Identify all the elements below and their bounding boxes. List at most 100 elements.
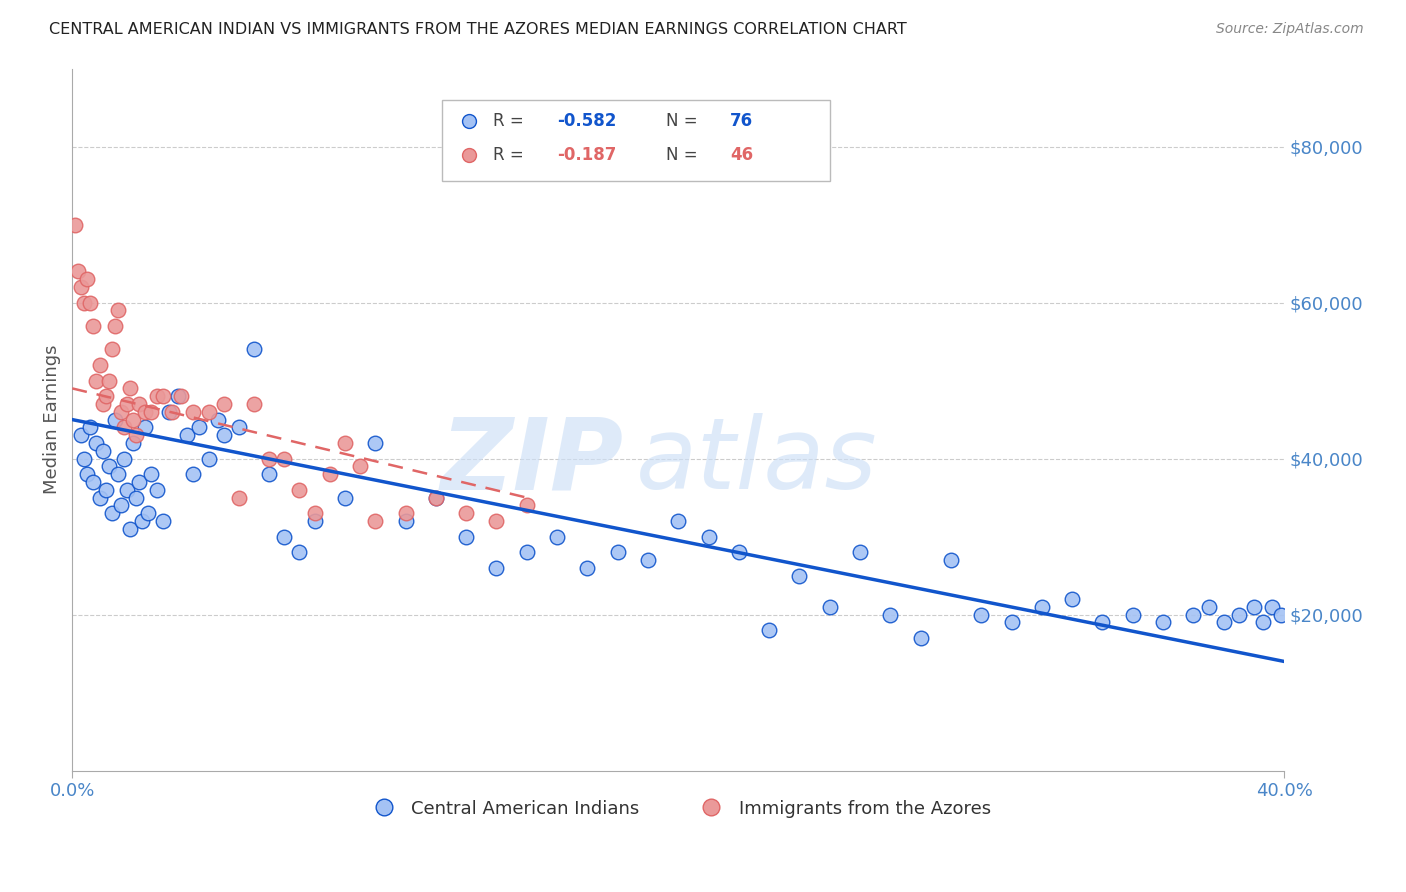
Point: [107, 467, 129, 482]
Point: [76, 272, 98, 286]
Point: [1270, 607, 1292, 622]
Point: [212, 397, 235, 411]
Point: [139, 405, 162, 419]
Point: [243, 397, 266, 411]
FancyBboxPatch shape: [441, 100, 830, 181]
Point: [485, 561, 508, 575]
Point: [76, 467, 98, 482]
Point: [1031, 599, 1053, 614]
Point: [288, 545, 311, 559]
Point: [176, 428, 198, 442]
Point: [257, 467, 280, 482]
Point: [1182, 607, 1205, 622]
Text: atlas: atlas: [636, 413, 877, 510]
Point: [1251, 615, 1274, 630]
Point: [70, 428, 93, 442]
Point: [170, 389, 193, 403]
Point: [879, 607, 901, 622]
Point: [273, 451, 295, 466]
Point: [1052, 764, 1074, 778]
Point: [425, 491, 447, 505]
Point: [152, 389, 174, 403]
Point: [1243, 599, 1265, 614]
Point: [94, 389, 117, 403]
Point: [146, 389, 169, 403]
Point: [136, 506, 159, 520]
Point: [125, 491, 148, 505]
Point: [319, 467, 342, 482]
Legend: Central American Indians, Immigrants from the Azores: Central American Indians, Immigrants fro…: [359, 792, 998, 825]
Point: [79, 420, 101, 434]
Point: [546, 530, 568, 544]
Point: [758, 624, 780, 638]
Point: [1000, 615, 1022, 630]
Point: [333, 491, 356, 505]
Point: [152, 514, 174, 528]
Point: [516, 499, 538, 513]
Point: [288, 483, 311, 497]
Point: [789, 568, 811, 582]
Point: [131, 514, 153, 528]
Point: [304, 506, 326, 520]
Point: [606, 545, 628, 559]
Point: [67, 264, 90, 278]
Point: [228, 491, 250, 505]
Text: -0.582: -0.582: [557, 112, 616, 130]
Point: [456, 530, 478, 544]
Text: -0.187: -0.187: [557, 146, 616, 164]
Point: [637, 553, 659, 567]
Point: [146, 483, 169, 497]
Point: [364, 514, 387, 528]
Point: [121, 436, 143, 450]
Point: [849, 545, 872, 559]
Text: 76: 76: [730, 112, 754, 130]
Point: [65, 218, 87, 232]
Point: [349, 459, 371, 474]
Text: ZIP: ZIP: [440, 413, 624, 510]
Point: [727, 545, 749, 559]
Point: [697, 530, 720, 544]
Point: [82, 318, 104, 333]
Point: [212, 428, 235, 442]
Point: [910, 631, 932, 645]
Point: [1212, 615, 1234, 630]
Point: [1091, 615, 1114, 630]
Text: Source: ZipAtlas.com: Source: ZipAtlas.com: [1216, 22, 1364, 37]
Point: [125, 428, 148, 442]
Point: [576, 561, 599, 575]
Y-axis label: Median Earnings: Median Earnings: [44, 345, 60, 494]
Point: [121, 412, 143, 426]
Point: [243, 343, 266, 357]
Point: [82, 475, 104, 489]
Point: [104, 412, 127, 426]
Point: [112, 420, 135, 434]
Point: [89, 491, 111, 505]
Point: [197, 405, 219, 419]
Point: [394, 506, 416, 520]
Point: [118, 522, 141, 536]
Point: [183, 467, 205, 482]
Point: [273, 530, 295, 544]
Point: [115, 397, 138, 411]
Point: [160, 405, 183, 419]
Point: [89, 358, 111, 372]
Point: [128, 475, 150, 489]
Point: [112, 451, 135, 466]
Point: [939, 553, 962, 567]
Point: [97, 374, 120, 388]
Point: [1152, 615, 1174, 630]
Text: 46: 46: [730, 146, 754, 164]
Point: [1227, 607, 1250, 622]
Text: R =: R =: [494, 112, 529, 130]
Point: [304, 514, 326, 528]
Point: [79, 295, 101, 310]
Point: [91, 443, 114, 458]
Point: [134, 420, 156, 434]
Text: R =: R =: [494, 146, 529, 164]
Point: [456, 506, 478, 520]
Point: [1198, 599, 1220, 614]
Point: [970, 607, 993, 622]
Point: [394, 514, 416, 528]
Point: [188, 420, 211, 434]
Point: [70, 280, 93, 294]
